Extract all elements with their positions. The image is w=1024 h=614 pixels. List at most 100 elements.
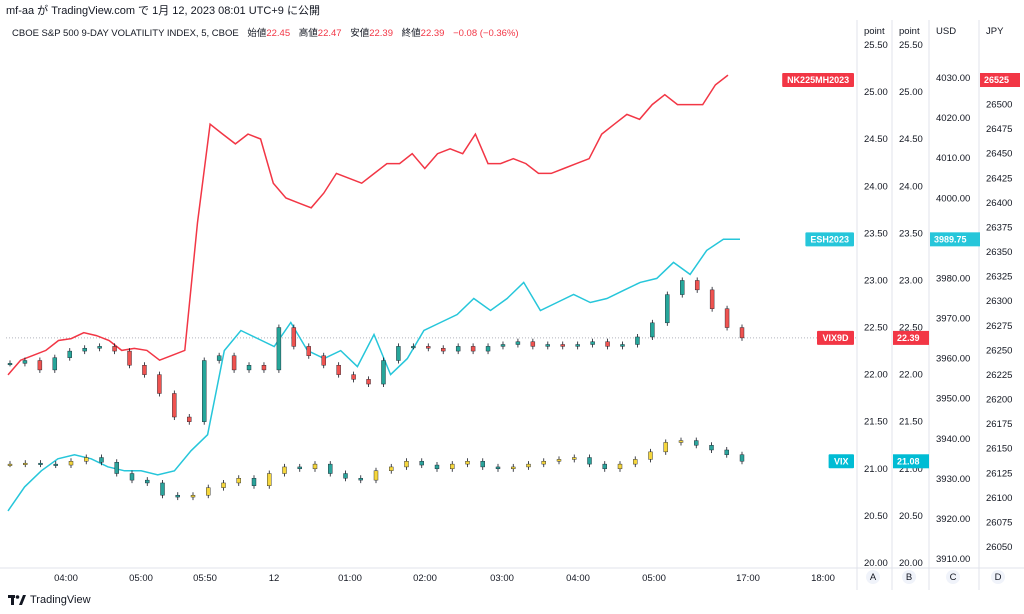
candle-body xyxy=(321,355,326,366)
candle-body xyxy=(404,461,409,468)
candle-body xyxy=(68,461,74,466)
time-axis-label: 04:00 xyxy=(566,573,590,584)
candle-body xyxy=(426,346,431,349)
last-value-tag xyxy=(893,330,929,345)
series-name-tag-label: NK225MH2023 xyxy=(787,75,849,85)
axis-tick-d: 26400 xyxy=(986,198,1012,209)
candle-body xyxy=(7,463,13,466)
axis-header-c: USD xyxy=(936,26,956,37)
candle-body xyxy=(145,479,150,484)
candle-body xyxy=(351,374,356,380)
axis-tick-b: 24.50 xyxy=(899,134,923,145)
candle-body xyxy=(291,327,297,347)
candle-body xyxy=(231,355,237,371)
axis-tick-d: 26425 xyxy=(986,173,1012,184)
candle-body xyxy=(38,462,43,465)
axis-tick-a: 20.50 xyxy=(864,511,888,522)
candle-body xyxy=(450,463,455,470)
axis-tick-c: 3960.00 xyxy=(936,354,970,365)
candle-body xyxy=(678,440,684,443)
axis-tick-a: 21.00 xyxy=(864,464,888,475)
candle-body xyxy=(709,445,714,451)
candle-body xyxy=(526,463,531,468)
time-axis-label: 18:00 xyxy=(811,573,835,584)
candle-body xyxy=(590,341,595,345)
footer-brand[interactable]: TradingView xyxy=(8,594,91,606)
series-name-tag-label: VIX9D xyxy=(822,333,849,343)
candle-body xyxy=(251,478,257,486)
candle-body xyxy=(694,280,700,291)
candle-body xyxy=(336,365,341,375)
legend-symbol: CBOE S&P 500 9-DAY VOLATILITY INDEX, 5, … xyxy=(12,28,239,39)
last-value-tag-label: 26525 xyxy=(984,75,1009,85)
candle-body xyxy=(724,308,730,328)
candle-body xyxy=(366,379,371,385)
candle-body xyxy=(633,459,638,465)
axis-tick-c: 3980.00 xyxy=(936,273,970,284)
axis-tick-b: 24.00 xyxy=(899,181,923,192)
legend-high: 22.47 xyxy=(317,28,342,39)
axis-tick-a: 24.00 xyxy=(864,181,888,192)
scale-id-badge xyxy=(946,570,960,584)
candle-body xyxy=(587,457,592,465)
axis-tick-d: 26350 xyxy=(986,247,1012,258)
candle-body xyxy=(206,487,211,496)
axis-tick-b: 21.50 xyxy=(899,417,923,428)
series-name-tag xyxy=(828,454,854,469)
candle-body xyxy=(389,466,394,471)
axis-tick-c: 4000.00 xyxy=(936,193,970,204)
candle-body xyxy=(500,344,506,347)
time-axis-label: 12 xyxy=(269,573,280,584)
axis-tick-b: 21.00 xyxy=(899,464,923,475)
axis-tick-b: 22.00 xyxy=(899,370,923,381)
candle-body xyxy=(84,457,89,462)
axis-tick-a: 20.00 xyxy=(864,558,888,569)
candle-body xyxy=(485,346,491,352)
time-axis-label: 04:00 xyxy=(54,573,78,584)
axis-tick-b: 20.00 xyxy=(899,558,923,569)
candle-body xyxy=(650,322,655,338)
last-value-tag-label: 21.08 xyxy=(897,456,920,466)
candle-body xyxy=(575,344,580,347)
candle-body xyxy=(617,463,623,470)
candle-body xyxy=(515,341,521,345)
last-value-tag-label: 22.39 xyxy=(897,333,920,343)
axis-tick-d: 26475 xyxy=(986,124,1012,135)
axis-tick-a: 25.00 xyxy=(864,87,888,98)
axis-tick-b: 23.00 xyxy=(899,275,923,286)
last-value-tag xyxy=(930,232,980,247)
time-axis-label: 02:00 xyxy=(413,573,437,584)
axis-tick-d: 26100 xyxy=(986,493,1012,504)
candle-body xyxy=(724,449,729,455)
axis-header-d: JPY xyxy=(986,26,1004,37)
candle-body xyxy=(67,350,72,358)
candle-body xyxy=(22,360,28,364)
candle-body xyxy=(419,461,424,466)
candle-body xyxy=(665,294,670,324)
candle-body xyxy=(127,350,132,366)
axis-tick-d: 26300 xyxy=(986,296,1012,307)
axis-tick-a: 22.50 xyxy=(864,323,888,334)
axis-tick-d: 26250 xyxy=(986,345,1012,356)
axis-tick-c: 3930.00 xyxy=(936,474,970,485)
candle-body xyxy=(680,280,685,295)
candle-body xyxy=(373,470,379,481)
candle-body xyxy=(530,341,536,347)
scale-id-badge xyxy=(991,570,1005,584)
axis-header-a: point xyxy=(864,26,885,37)
axis-tick-c: 3950.00 xyxy=(936,394,970,405)
price-chart[interactable]: point 25.50 25.00 24.50 24.00 23.50 23.00 22.50… xyxy=(0,0,1024,594)
candle-body xyxy=(97,346,102,349)
axis-tick-c: 3970.00 xyxy=(936,314,970,325)
candle-body xyxy=(52,357,58,371)
time-axis-label: 03:00 xyxy=(490,573,514,584)
candle-body xyxy=(648,451,653,460)
candle-body xyxy=(635,336,640,345)
candle-body xyxy=(221,482,226,488)
axis-tick-d: 26275 xyxy=(986,321,1012,332)
footer-brand-label: TradingView xyxy=(30,594,91,606)
scale-id-label: B xyxy=(906,572,912,583)
scale-id-label: D xyxy=(995,572,1002,583)
candle-body xyxy=(190,494,196,498)
candle-body xyxy=(556,459,562,462)
